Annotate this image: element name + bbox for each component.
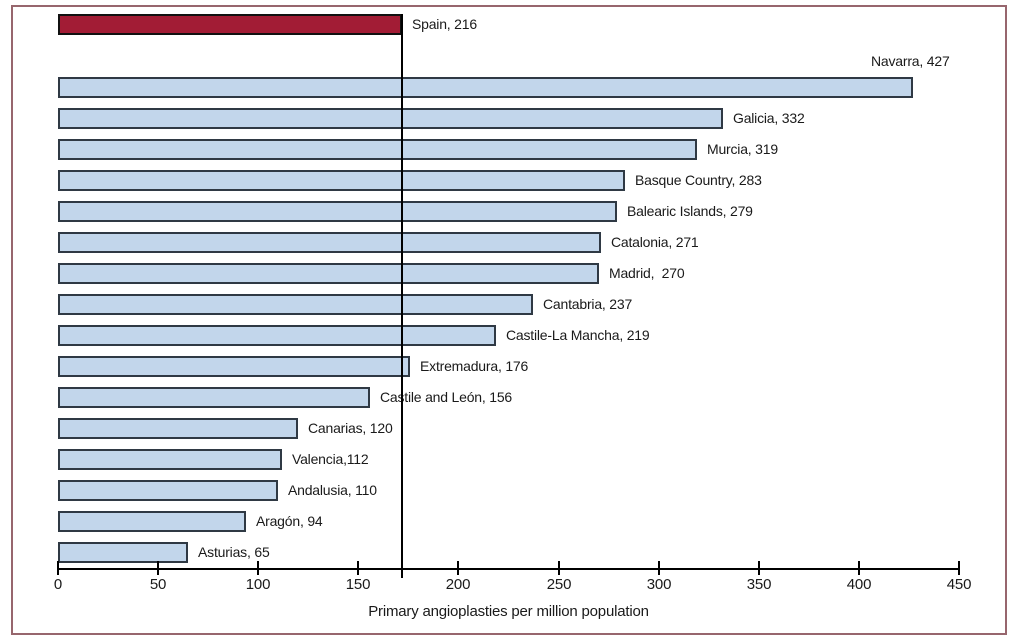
bar bbox=[58, 14, 402, 35]
bar-label: Castile and León, 156 bbox=[380, 389, 513, 405]
x-axis-tick-label: 150 bbox=[345, 576, 371, 593]
bar bbox=[58, 387, 370, 408]
bar bbox=[58, 201, 617, 222]
x-axis-tick-label: 0 bbox=[53, 576, 63, 593]
bar bbox=[58, 542, 188, 563]
bar-label: Valencia,112 bbox=[292, 451, 369, 467]
bar bbox=[58, 170, 625, 191]
x-axis-tick-label: 200 bbox=[445, 576, 471, 593]
x-axis-tick bbox=[257, 561, 259, 575]
x-axis-tick-label: 50 bbox=[149, 576, 167, 593]
bar bbox=[58, 263, 599, 284]
bar bbox=[58, 325, 496, 346]
bar-label: Madrid, 270 bbox=[609, 265, 685, 281]
bar-label: Murcia, 319 bbox=[707, 141, 778, 157]
x-axis-tick bbox=[558, 561, 560, 575]
bar bbox=[58, 418, 298, 439]
bar bbox=[58, 294, 533, 315]
bar-label: Catalonia, 271 bbox=[611, 234, 699, 250]
bar bbox=[58, 511, 246, 532]
bar-label: Spain, 216 bbox=[412, 16, 477, 32]
x-axis-title: Primary angioplasties per million popula… bbox=[368, 603, 649, 620]
x-axis-tick bbox=[758, 561, 760, 575]
bar-label: Aragón, 94 bbox=[256, 513, 323, 529]
x-axis-tick bbox=[457, 561, 459, 575]
x-axis-tick bbox=[858, 561, 860, 575]
x-axis-tick bbox=[958, 561, 960, 575]
bar-label: Galicia, 332 bbox=[733, 110, 805, 126]
bar bbox=[58, 139, 697, 160]
bar-label: Extremadura, 176 bbox=[420, 358, 529, 374]
bar-label: Navarra, 427 bbox=[871, 53, 950, 69]
x-axis-tick-label: 450 bbox=[946, 576, 972, 593]
bar-label: Castile-La Mancha, 219 bbox=[506, 327, 650, 343]
bar-label: Cantabria, 237 bbox=[543, 296, 633, 312]
bar bbox=[58, 232, 601, 253]
bar-label: Basque Country, 283 bbox=[635, 172, 762, 188]
x-axis-tick bbox=[357, 561, 359, 575]
x-axis-tick-label: 100 bbox=[245, 576, 271, 593]
x-axis-tick bbox=[658, 561, 660, 575]
bar-label: Andalusia, 110 bbox=[288, 482, 377, 498]
x-axis-tick-label: 250 bbox=[546, 576, 572, 593]
x-axis-tick-label: 400 bbox=[846, 576, 872, 593]
bar bbox=[58, 77, 913, 98]
x-axis-tick bbox=[57, 561, 59, 575]
bar bbox=[58, 449, 282, 470]
x-axis-tick-label: 300 bbox=[646, 576, 672, 593]
bar bbox=[58, 356, 410, 377]
x-axis-tick-label: 350 bbox=[746, 576, 772, 593]
x-axis-tick bbox=[157, 561, 159, 575]
bar-label: Canarias, 120 bbox=[308, 420, 393, 436]
bar-label: Balearic Islands, 279 bbox=[627, 203, 753, 219]
bar bbox=[58, 480, 278, 501]
reference-line bbox=[401, 14, 403, 578]
bar-label: Asturias, 65 bbox=[198, 544, 270, 560]
bar bbox=[58, 108, 723, 129]
x-axis-line bbox=[58, 568, 959, 570]
